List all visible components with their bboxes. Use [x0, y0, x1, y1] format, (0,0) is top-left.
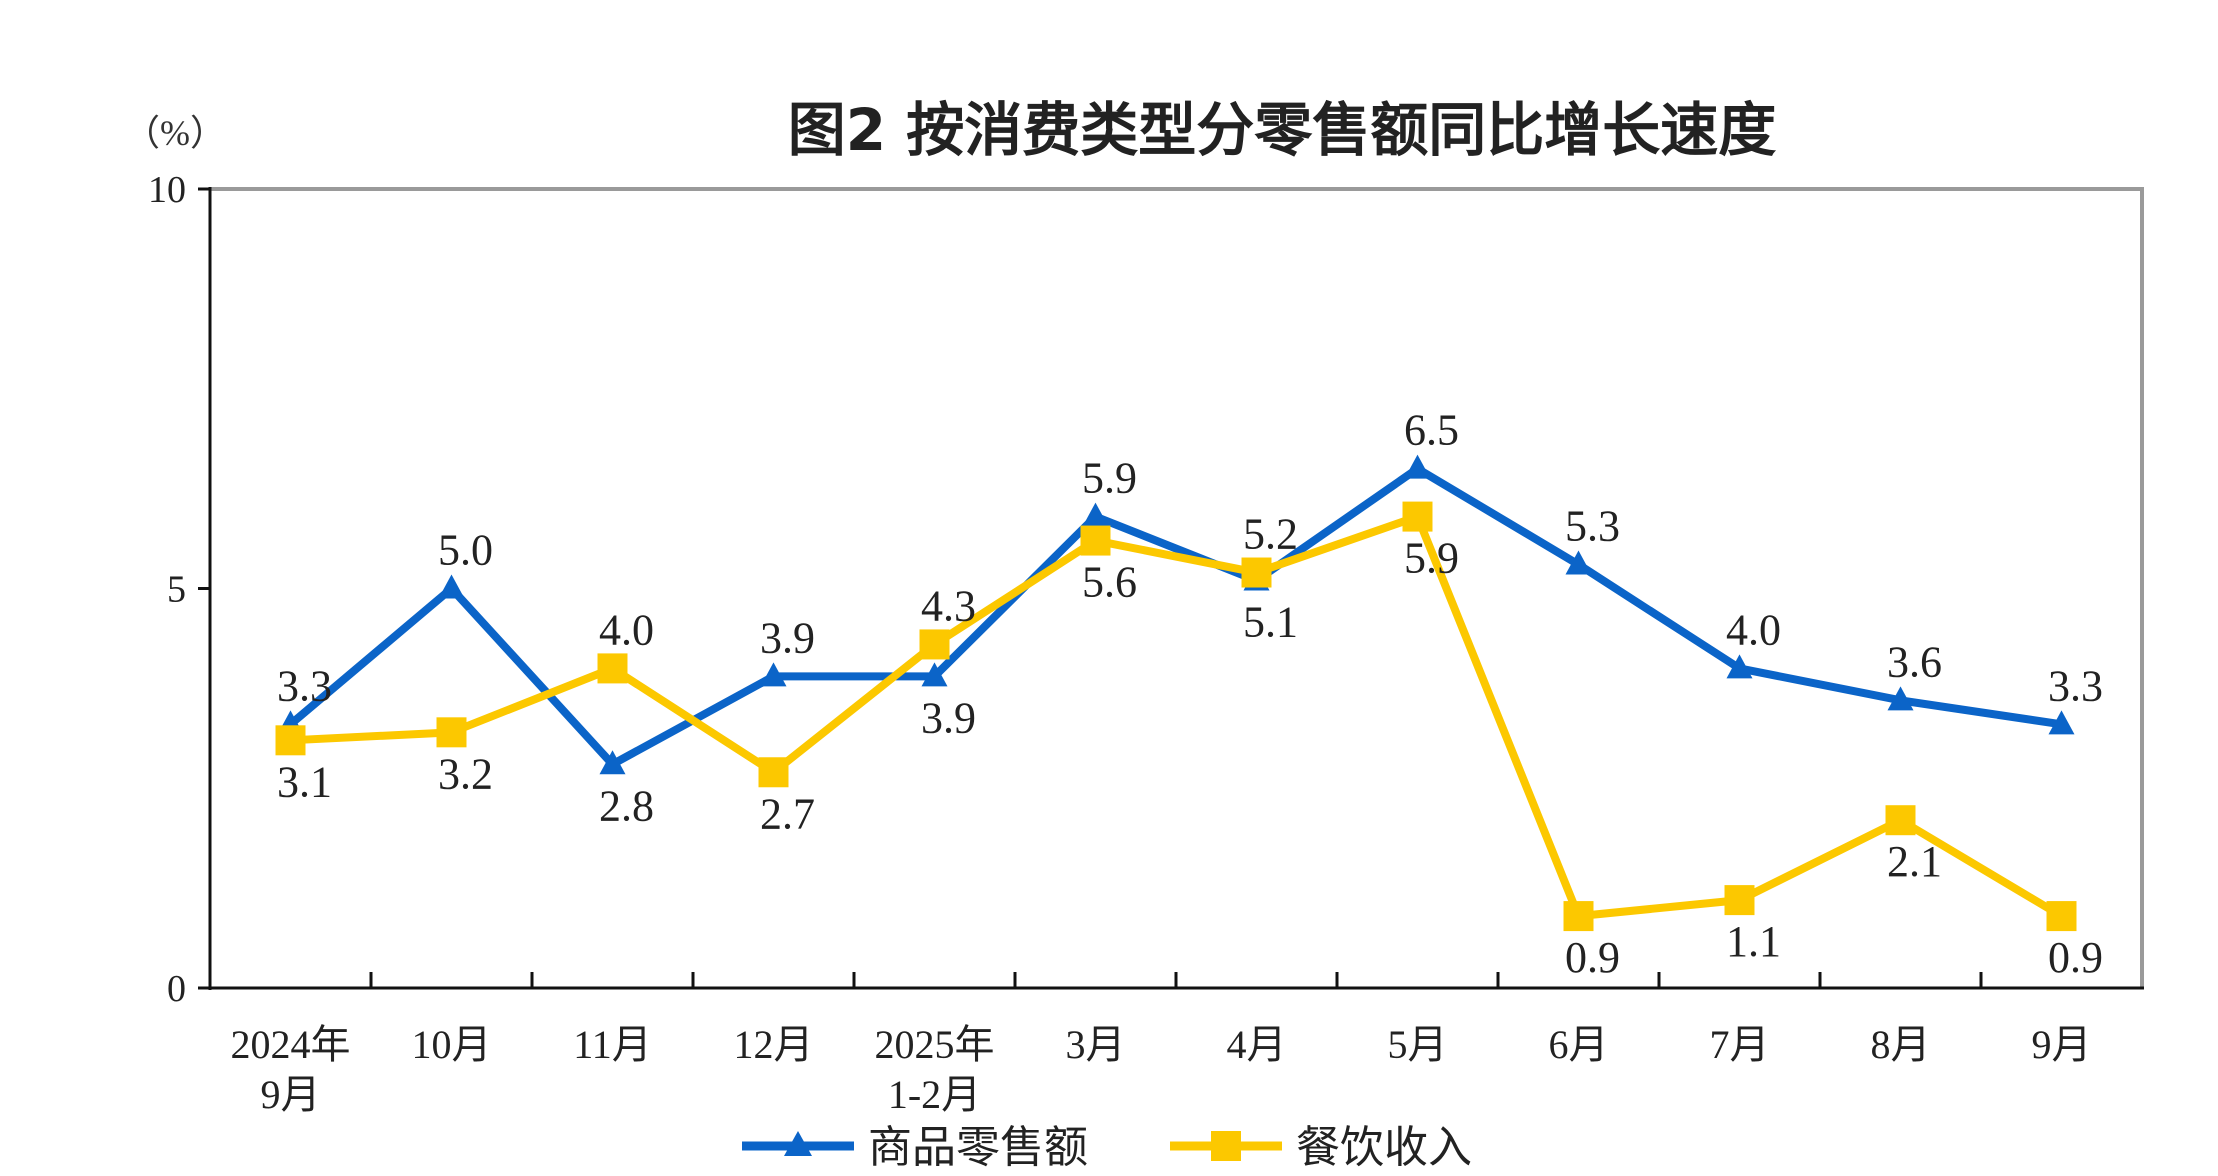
- x-tick-label: 11月: [573, 1022, 652, 1067]
- data-label: 2.8: [599, 781, 654, 830]
- x-tick-label: 12月: [734, 1022, 814, 1067]
- plot-area: 0 5 10 2024年 9月 10月 11月 12月 2025年 1-2月 3月 4月 5月 6月 7月 8…: [148, 169, 2144, 1117]
- x-tick-label: 4月: [1227, 1022, 1287, 1067]
- data-label: 3.3: [277, 661, 332, 710]
- data-label: 5.1: [1243, 598, 1298, 647]
- legend: 商品零售额 餐饮收入: [742, 1122, 1472, 1173]
- data-label: 4.3: [921, 581, 976, 630]
- data-label: 2.7: [760, 789, 815, 838]
- data-point-square: [919, 629, 950, 660]
- data-point-square: [1080, 525, 1111, 556]
- x-tick-label: 3月: [1066, 1022, 1126, 1067]
- x-tick-label: 2025年 1-2月: [875, 1022, 995, 1117]
- data-point-square: [597, 653, 628, 684]
- data-label: 5.2: [1243, 510, 1298, 559]
- data-label: 3.6: [1887, 637, 1942, 686]
- x-tick-label: 5月: [1388, 1022, 1448, 1067]
- data-label: 3.9: [921, 693, 976, 742]
- series-line-2: [290, 512, 2064, 921]
- data-label: 5.0: [438, 526, 493, 575]
- x-tick-label: 10月: [412, 1022, 492, 1067]
- data-point-square: [758, 757, 789, 788]
- chart-title: 图2 按消费类型分零售额同比增长速度: [788, 96, 1777, 164]
- y-axis-unit: （%）: [124, 113, 226, 153]
- data-label: 0.9: [1565, 933, 1620, 982]
- data-point-triangle: [1726, 654, 1753, 679]
- data-point-triangle: [1082, 502, 1109, 527]
- data-point-triangle: [1887, 686, 1914, 711]
- data-label: 5.9: [1082, 454, 1137, 503]
- data-label: 5.3: [1565, 502, 1620, 551]
- y-tick-label: 5: [167, 569, 186, 611]
- data-label: 5.6: [1082, 558, 1137, 607]
- plot-border: [210, 187, 2144, 988]
- data-point-triangle: [760, 662, 787, 687]
- data-point-square: [1241, 557, 1272, 588]
- data-point-triangle: [1565, 550, 1592, 575]
- legend-label: 商品零售额: [868, 1122, 1088, 1173]
- data-label: 6.5: [1404, 406, 1459, 455]
- data-label: 1.1: [1726, 917, 1781, 966]
- series-line-1: [287, 464, 2063, 769]
- data-label: 4.0: [1726, 605, 1781, 654]
- data-point-triangle: [599, 750, 626, 775]
- data-label: 3.9: [760, 613, 815, 662]
- x-tick-label: 9月: [2032, 1022, 2092, 1067]
- data-point-square: [275, 725, 306, 756]
- data-label: 3.3: [2048, 661, 2103, 710]
- data-label: 3.1: [277, 757, 332, 806]
- data-point-triangle: [438, 574, 465, 599]
- data-label: 3.2: [438, 749, 493, 798]
- data-point-triangle: [1404, 454, 1431, 479]
- y-tick-label: 10: [148, 169, 186, 211]
- x-tick-label: 6月: [1549, 1022, 1609, 1067]
- x-tick-label: 8月: [1871, 1022, 1931, 1067]
- x-tick-label: 7月: [1710, 1022, 1770, 1067]
- data-label: 4.0: [599, 605, 654, 654]
- data-point-square: [1563, 901, 1594, 932]
- data-point-square: [1885, 805, 1916, 836]
- data-label: 0.9: [2048, 933, 2103, 982]
- data-label: 2.1: [1887, 837, 1942, 886]
- data-point-triangle: [921, 662, 948, 687]
- data-point-triangle: [2048, 710, 2075, 735]
- legend-square-marker: [1211, 1131, 1241, 1161]
- data-point-square: [1402, 501, 1433, 532]
- data-point-square: [436, 717, 467, 748]
- x-tick-label: 2024年 9月: [231, 1022, 351, 1117]
- legend-label: 餐饮收入: [1296, 1122, 1472, 1173]
- data-label: 5.9: [1404, 534, 1459, 583]
- legend-triangle-marker: [784, 1131, 812, 1156]
- data-point-square: [2046, 901, 2077, 932]
- data-point-square: [1724, 885, 1755, 916]
- y-tick-label: 0: [167, 968, 186, 1010]
